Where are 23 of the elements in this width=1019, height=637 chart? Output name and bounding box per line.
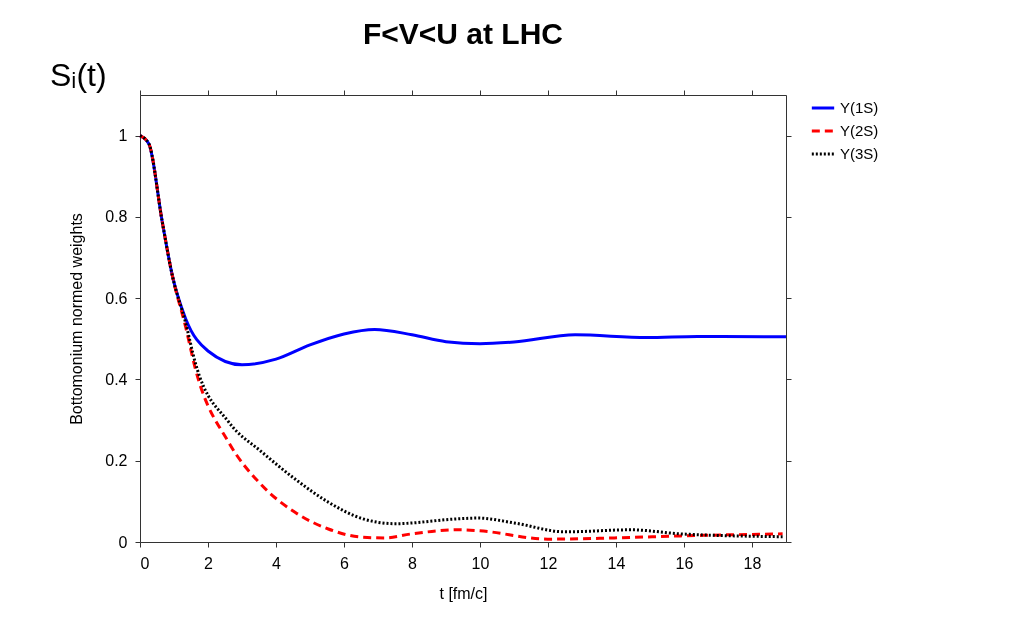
y-tick-label: 0.2 <box>105 452 128 470</box>
x-tick-label: 14 <box>607 554 626 572</box>
x-tick-label: 4 <box>272 554 282 572</box>
legend-label: Y(3S) <box>840 145 879 162</box>
y-tick-label: 0.6 <box>105 289 128 307</box>
y-tick-label: 1 <box>118 127 128 145</box>
x-axis-title: t [fm/c] <box>439 584 488 602</box>
chart-title: F<V<U at LHC <box>362 17 564 50</box>
y-tick-label: 0.4 <box>105 370 128 388</box>
x-tick-label: 0 <box>140 554 150 572</box>
x-tick-label: 2 <box>204 554 214 572</box>
y-axis-title: Bottomonium normed weights <box>68 213 86 425</box>
legend-label: Y(2S) <box>840 122 879 139</box>
y-tick-label: 0 <box>118 533 128 551</box>
x-tick-label: 10 <box>471 554 490 572</box>
x-tick-label: 12 <box>539 554 558 572</box>
legend-label: Y(1S) <box>840 99 879 116</box>
y-tick-label: 0.8 <box>105 208 128 226</box>
x-tick-label: 16 <box>675 554 694 572</box>
text: Sᵢ(t) <box>50 57 107 93</box>
x-tick-label: 6 <box>340 554 350 572</box>
x-tick-label: 8 <box>408 554 418 572</box>
x-tick-label: 18 <box>743 554 762 572</box>
